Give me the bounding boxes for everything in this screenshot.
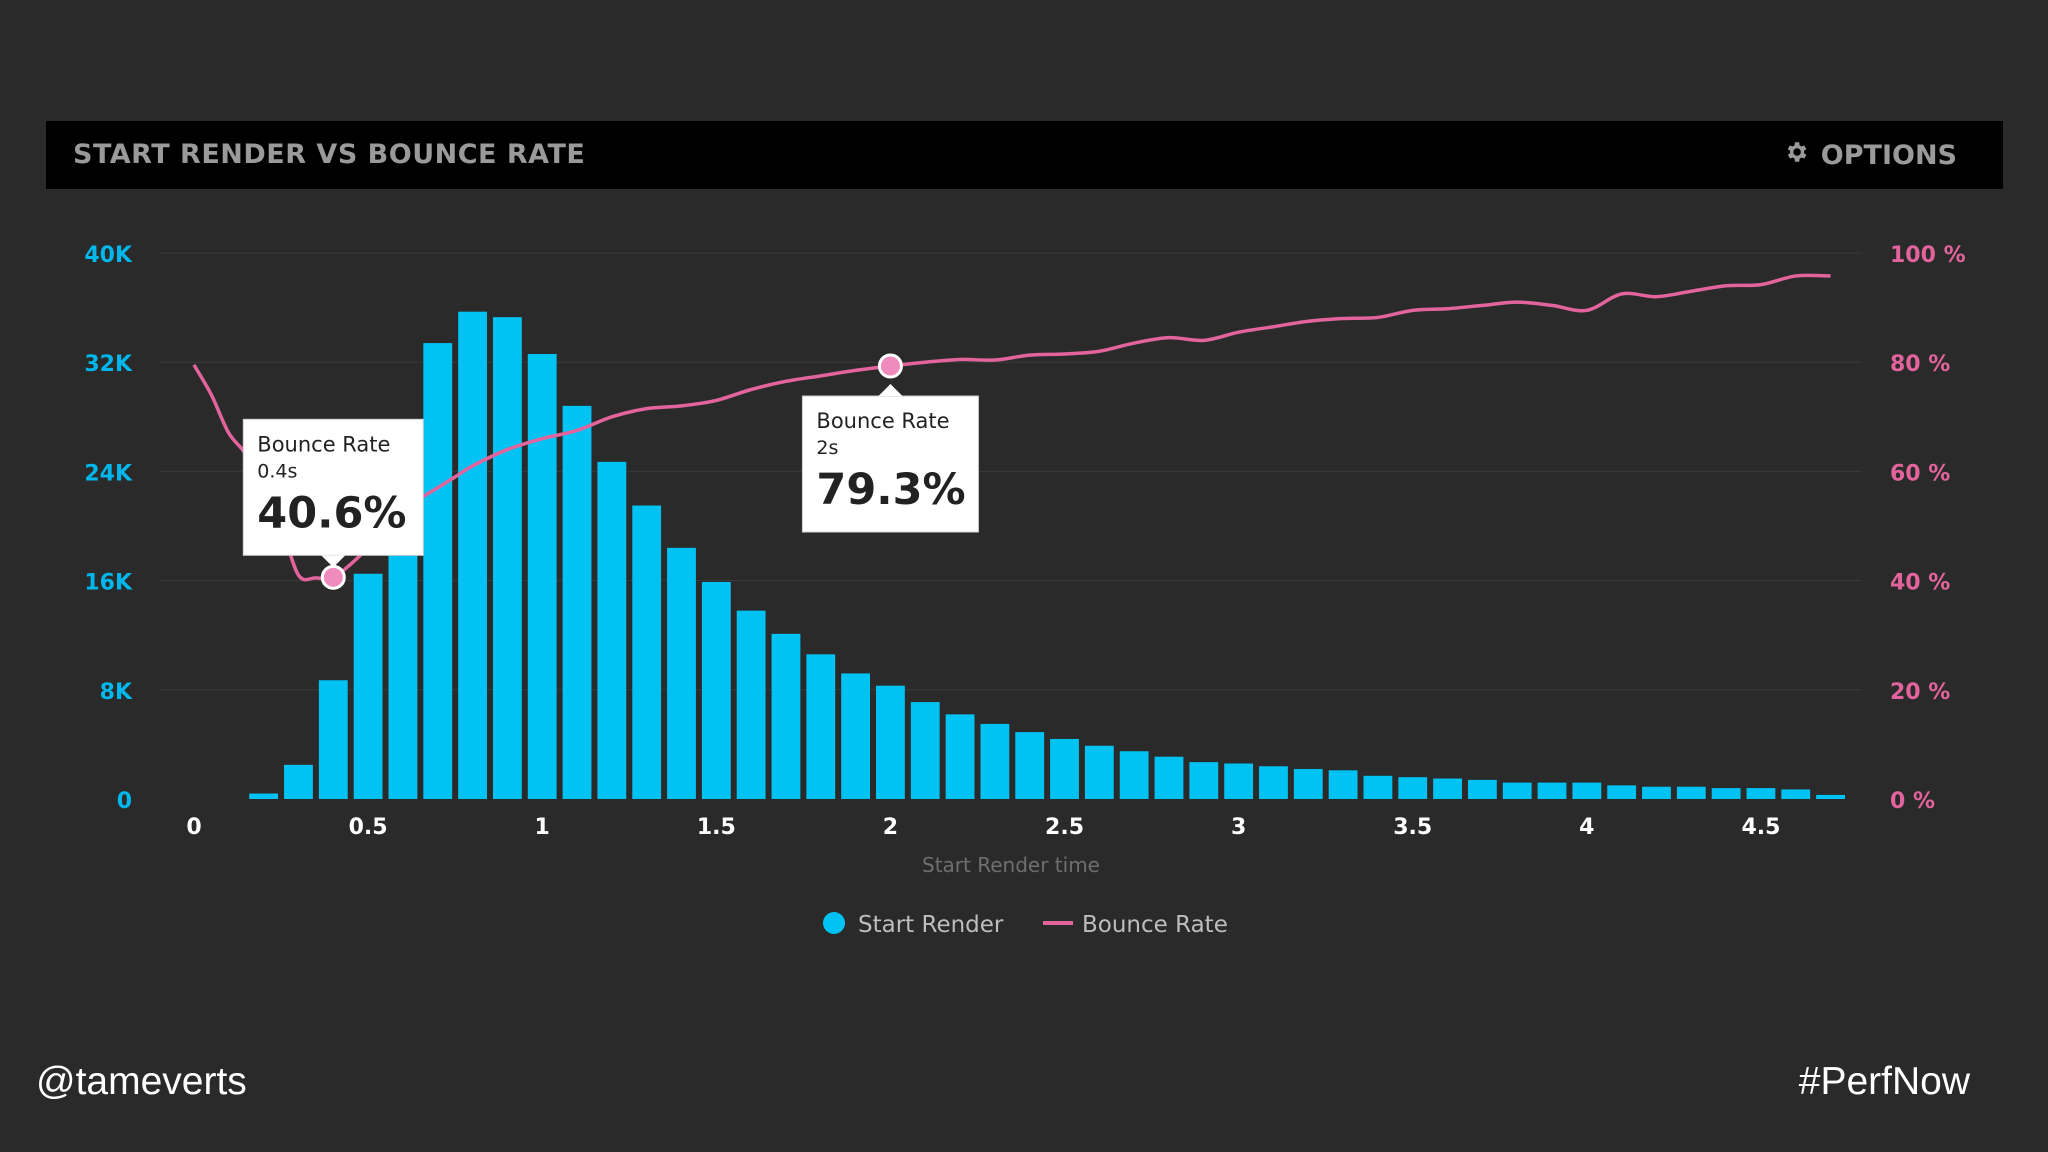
left-axis-tick-label: 24K bbox=[84, 461, 133, 486]
bar bbox=[1607, 785, 1637, 799]
bar bbox=[458, 311, 487, 799]
bar bbox=[632, 505, 662, 799]
bar bbox=[701, 581, 731, 799]
legend: Start Render Bounce Rate bbox=[823, 912, 1228, 938]
bar bbox=[1537, 782, 1567, 799]
tooltip: Bounce Rate 0.4s 40.6% bbox=[242, 418, 424, 590]
bar bbox=[1189, 762, 1219, 799]
bar bbox=[1467, 779, 1497, 799]
bar bbox=[1781, 789, 1811, 799]
bar bbox=[1572, 782, 1602, 799]
tooltip-pointer bbox=[321, 555, 346, 568]
bar bbox=[353, 573, 383, 799]
bar bbox=[1293, 768, 1323, 799]
x-axis-tick-label: 4 bbox=[1579, 815, 1594, 840]
author-handle: @tameverts bbox=[36, 1060, 247, 1103]
tooltip-pointer bbox=[878, 384, 903, 397]
right-axis-tick-label: 60 % bbox=[1890, 461, 1950, 486]
x-axis-tick-label: 1 bbox=[535, 815, 550, 840]
tooltip-title: Bounce Rate bbox=[257, 432, 390, 456]
tooltip-value: 79.3% bbox=[816, 465, 965, 515]
tooltip-value: 40.6% bbox=[257, 488, 406, 538]
right-axis-tick-label: 20 % bbox=[1890, 680, 1950, 705]
bar bbox=[980, 723, 1010, 799]
bar bbox=[1119, 751, 1149, 799]
tooltip-box bbox=[801, 395, 979, 533]
tooltip-marker bbox=[320, 564, 346, 590]
bar bbox=[423, 343, 453, 799]
right-axis-tick-label: 100 % bbox=[1890, 243, 1966, 268]
tooltip: Bounce Rate 2s 79.3% bbox=[801, 353, 979, 533]
bar bbox=[527, 354, 557, 799]
bar bbox=[1642, 786, 1671, 799]
x-axis-tick-label: 3 bbox=[1231, 815, 1246, 840]
tooltip-marker bbox=[877, 353, 903, 379]
x-axis-tick-label: 0 bbox=[186, 815, 201, 840]
legend-label-start-render: Start Render bbox=[858, 912, 1004, 938]
bar bbox=[841, 673, 871, 799]
bar bbox=[1050, 738, 1079, 799]
bar bbox=[597, 461, 627, 799]
left-axis-tick-label: 8K bbox=[100, 680, 133, 705]
bar bbox=[1398, 777, 1428, 799]
bar bbox=[1259, 766, 1288, 799]
bounce-rate-line bbox=[192, 273, 1831, 582]
bar bbox=[876, 685, 905, 799]
x-axis-tick-label: 1.5 bbox=[697, 815, 736, 840]
bar bbox=[1676, 786, 1706, 799]
x-axis-tick-label: 3.5 bbox=[1393, 815, 1432, 840]
bar bbox=[806, 654, 836, 799]
event-hashtag: #PerfNow bbox=[1798, 1060, 1970, 1103]
bar bbox=[1711, 788, 1741, 799]
bar bbox=[1084, 745, 1114, 799]
right-axis-tick-label: 80 % bbox=[1890, 352, 1950, 377]
x-axis-tick-label: 0.5 bbox=[349, 815, 388, 840]
x-axis-tick-label: 2 bbox=[883, 815, 898, 840]
left-axis-tick-label: 16K bbox=[84, 571, 133, 596]
bar bbox=[1154, 756, 1184, 799]
bar bbox=[910, 702, 940, 799]
bar bbox=[249, 793, 279, 799]
bar bbox=[1328, 770, 1358, 799]
bar bbox=[1746, 788, 1776, 799]
x-axis-tick-label: 4.5 bbox=[1741, 815, 1780, 840]
bar bbox=[1224, 763, 1254, 799]
right-axis-tick-label: 0 % bbox=[1890, 789, 1935, 814]
bar bbox=[562, 405, 592, 799]
options-label: OPTIONS bbox=[1820, 139, 1957, 171]
right-axis-tick-label: 40 % bbox=[1890, 571, 1950, 596]
x-axis-tick-label: 2.5 bbox=[1045, 815, 1084, 840]
tooltip-x-label: 0.4s bbox=[257, 460, 297, 482]
gear-icon bbox=[1783, 139, 1809, 172]
options-button[interactable]: OPTIONS bbox=[1783, 121, 1957, 189]
bar bbox=[1363, 775, 1393, 799]
bar bbox=[1816, 794, 1845, 799]
legend-marker-start-render bbox=[823, 912, 845, 934]
chart-title: START RENDER VS BOUNCE RATE bbox=[73, 139, 586, 170]
bar bbox=[1502, 782, 1532, 799]
bar bbox=[284, 764, 313, 799]
left-axis-tick-label: 32K bbox=[84, 352, 133, 377]
left-axis-tick-label: 40K bbox=[84, 243, 133, 268]
bar bbox=[492, 317, 522, 799]
bar bbox=[1015, 732, 1045, 799]
bar bbox=[945, 714, 975, 799]
tooltip-x-label: 2s bbox=[816, 437, 838, 459]
bar bbox=[736, 610, 766, 799]
bar bbox=[771, 633, 801, 799]
chart-header: START RENDER VS BOUNCE RATE OPTIONS bbox=[46, 121, 2003, 189]
legend-label-bounce-rate: Bounce Rate bbox=[1082, 912, 1228, 938]
tooltip-box bbox=[242, 418, 424, 556]
start-render-bounce-chart: 0 0 % 8K 20 % 16K 40 % 24K 60 % 32K 80 % 40K 100 % 0… bbox=[84, 243, 1966, 938]
bar bbox=[318, 680, 348, 799]
bar bbox=[1433, 778, 1462, 799]
tooltip-title: Bounce Rate bbox=[816, 409, 949, 433]
left-axis-tick-label: 0 bbox=[117, 789, 132, 814]
bar bbox=[667, 547, 696, 799]
x-axis-title: Start Render time bbox=[922, 853, 1100, 877]
